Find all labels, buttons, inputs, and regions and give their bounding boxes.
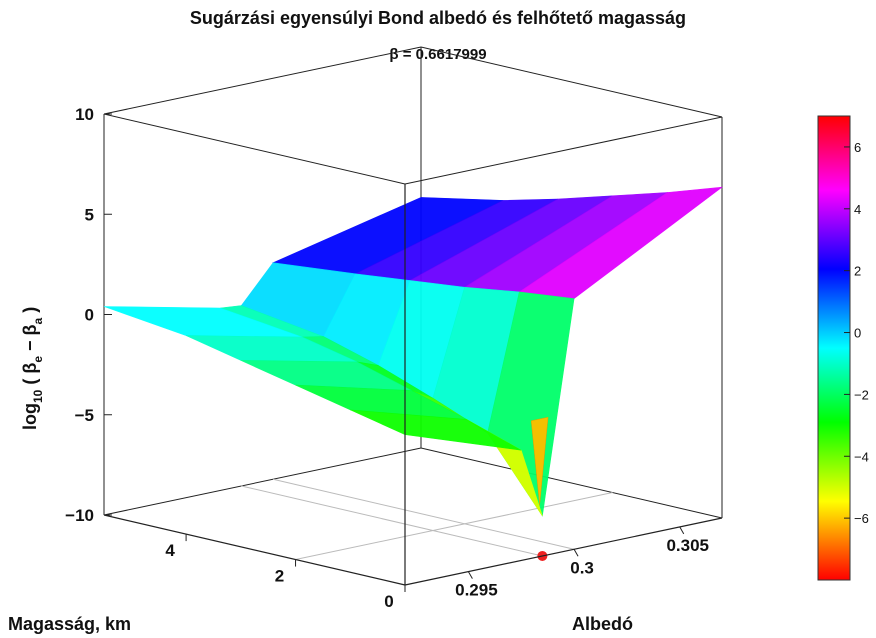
box-edge [420,46,723,118]
surface-spike [530,416,549,506]
box-edge [420,447,723,519]
box-edge [404,116,723,185]
z-tick-label: 5 [85,205,94,224]
colorbar [817,115,851,581]
surface-plot [103,186,724,561]
colorbar-tick-label: 2 [854,264,861,279]
y-tick-mark [573,549,579,557]
floor-gridline [241,485,543,557]
colorbar-tick-label: 0 [854,326,861,341]
z-tick-label: 0 [85,306,94,325]
y-tick-mark [467,571,473,579]
surface-patch [350,409,522,451]
box-edge [103,113,406,185]
y-tick-label: 0.3 [570,558,594,577]
x-tick-label: 4 [165,541,175,560]
colorbar-tick-label: −4 [854,449,869,464]
x-tick-label: 2 [275,567,284,586]
y-tick-mark [679,526,685,535]
z-tick-label: −10 [65,506,94,525]
box-edge [103,447,422,516]
floor-gridline [295,492,613,561]
z-axis-label: log10 ( βe − βa ) [20,307,45,430]
axis-ticks: 10 5 0 −5 −10 0 2 4 0.295 0.3 0.305 [65,105,709,611]
z-tick-label: 10 [75,105,94,124]
axes-box-front [103,184,723,586]
box-edge [103,46,422,115]
colorbar-tick-label: −6 [854,511,869,526]
y-tick-label: 0.295 [455,581,498,600]
x-axis-label: Magasság, km [8,614,131,634]
y-axis-label: Albedó [572,614,633,634]
chart-title: Sugárzási egyensúlyi Bond albedó és felh… [189,8,687,28]
colorbar-tick-label: 4 [854,202,861,217]
colorbar-tick-label: −2 [854,387,869,402]
colorbar-tick-label: 6 [854,140,861,155]
floor-gridline [272,478,575,550]
floor-grid [241,478,613,561]
colorbar-ticks: 6 4 2 0 −2 −4 −6 [844,140,869,526]
svg-text:log10 ( βe − βa ): log10 ( βe − βa ) [20,307,45,430]
x-tick-label: 0 [384,592,393,611]
chart-subtitle: β = 0.6617999 [389,46,487,63]
box-edge [103,514,406,586]
box-edge [404,517,723,586]
y-tick-label: 0.305 [666,536,709,555]
z-tick-label: −5 [75,406,94,425]
